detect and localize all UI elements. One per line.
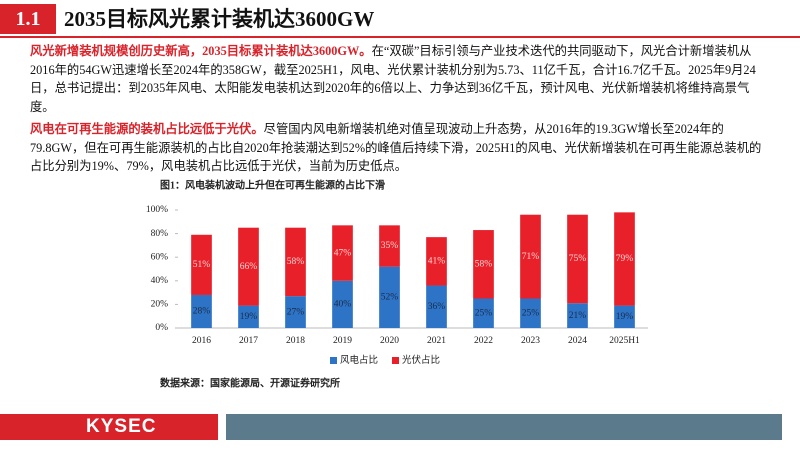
bar-segment xyxy=(285,296,306,328)
chart: 图1：风电装机波动上升但在可再生能源的占比下滑 数据来源：国家能源局、开源证券研… xyxy=(146,178,648,389)
bar-segment xyxy=(332,280,353,328)
paragraph: 风电在可再生能源的装机占比远低于光伏。尽管国内风电新增装机绝对值呈现波动上升态势… xyxy=(30,120,772,176)
bar-segment xyxy=(238,227,259,306)
x-tick-label: 2022 xyxy=(474,336,493,346)
paragraph-text: 尽管国内风电新增装机绝对值呈现波动上升态势，从2016年的19.3GW增长至20… xyxy=(30,122,762,173)
header-rule xyxy=(0,36,800,38)
x-tick-label: 2020 xyxy=(380,336,399,346)
paragraph-lead: 风光新增装机规模创历史新高，2035目标累计装机达3600GW。 xyxy=(30,44,372,58)
x-tick-label: 2018 xyxy=(286,336,305,346)
bar-segment xyxy=(520,214,541,299)
x-tick-label: 2023 xyxy=(521,336,540,346)
chart-source: 数据来源：国家能源局、开源证券研究所 xyxy=(160,376,340,389)
value-label: 36% xyxy=(428,302,446,312)
value-label: 47% xyxy=(334,248,352,258)
value-label: 25% xyxy=(475,308,493,318)
bar-segment xyxy=(191,234,212,295)
legend-label: 风电占比 xyxy=(340,354,378,366)
legend-label: 光伏占比 xyxy=(402,354,440,366)
value-label: 79% xyxy=(616,254,634,264)
legend-swatch xyxy=(330,357,337,364)
bar-segment xyxy=(379,266,400,328)
bar-segment xyxy=(379,225,400,267)
y-tick-label: 0% xyxy=(155,323,168,333)
value-label: 19% xyxy=(240,312,258,322)
x-tick-label: 2025H1 xyxy=(609,336,640,346)
section-title: 2035目标风光累计装机达3600GW xyxy=(64,7,375,31)
bar-segment xyxy=(473,298,494,328)
x-tick-label: 2016 xyxy=(192,336,211,346)
value-label: 66% xyxy=(240,262,258,272)
footer-bar xyxy=(0,414,218,440)
section-number: 1.1 xyxy=(0,4,56,34)
bar-segment xyxy=(567,303,588,328)
logo: KYSEC xyxy=(86,416,157,437)
bar-segment xyxy=(520,298,541,328)
bar-segment xyxy=(238,305,259,328)
bar-segment xyxy=(614,212,635,306)
y-tick-label: 60% xyxy=(151,252,169,262)
chart-title: 图1：风电装机波动上升但在可再生能源的占比下滑 xyxy=(160,178,385,191)
bar-segment xyxy=(567,214,588,304)
value-label: 28% xyxy=(193,307,211,317)
value-label: 40% xyxy=(334,300,352,310)
y-tick-label: 20% xyxy=(151,300,169,310)
value-label: 41% xyxy=(428,257,446,267)
x-tick-label: 2024 xyxy=(568,336,587,346)
y-tick-label: 80% xyxy=(151,229,169,239)
y-tick-label: 100% xyxy=(146,205,168,215)
y-tick-label: 40% xyxy=(151,276,169,286)
legend-swatch xyxy=(392,357,399,364)
bar-segment xyxy=(285,227,306,297)
value-label: 19% xyxy=(616,312,634,322)
footer-bar xyxy=(226,414,782,440)
paragraph: 风光新增装机规模创历史新高，2035目标累计装机达3600GW。在“双碳”目标引… xyxy=(30,42,772,116)
value-label: 21% xyxy=(569,311,587,321)
value-label: 71% xyxy=(522,252,540,262)
x-tick-label: 2021 xyxy=(427,336,446,346)
bar-segment xyxy=(426,285,447,328)
value-label: 27% xyxy=(287,307,305,317)
value-label: 51% xyxy=(193,260,211,270)
value-label: 52% xyxy=(381,293,399,303)
body-text: 风光新增装机规模创历史新高，2035目标累计装机达3600GW。在“双碳”目标引… xyxy=(30,42,772,180)
bar-segment xyxy=(614,305,635,328)
value-label: 75% xyxy=(569,254,587,264)
paragraph-text: 在“双碳”目标引领与产业技术迭代的共同驱动下，风光合计新增装机从2016年的54… xyxy=(30,44,756,114)
value-label: 35% xyxy=(381,241,399,251)
paragraph-lead: 风电在可再生能源的装机占比远低于光伏。 xyxy=(30,122,264,136)
value-label: 58% xyxy=(475,259,493,269)
bar-segment xyxy=(426,237,447,286)
x-tick-label: 2019 xyxy=(333,336,352,346)
bar-segment xyxy=(473,230,494,299)
bar-segment xyxy=(191,294,212,328)
value-label: 25% xyxy=(522,308,540,318)
value-label: 58% xyxy=(287,257,305,267)
x-tick-label: 2017 xyxy=(239,336,258,346)
bar-segment xyxy=(332,225,353,281)
